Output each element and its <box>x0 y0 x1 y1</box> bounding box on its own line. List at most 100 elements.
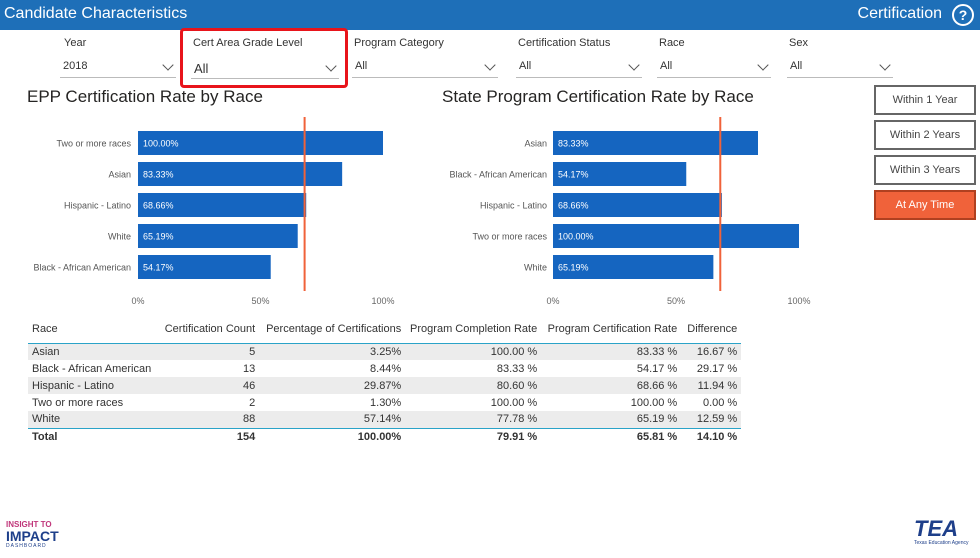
bar <box>553 162 687 186</box>
logo-line: DASHBOARD <box>6 543 47 549</box>
table-cell: 5 <box>249 345 256 358</box>
table-row: Two or more races 2 1.30% 100.00 % 100.00 % 0… <box>28 394 741 411</box>
table-cell: 29.87% <box>363 379 402 392</box>
bar-value-label: 54.17% <box>143 263 174 273</box>
certification-status-dropdown[interactable]: All <box>516 56 642 78</box>
filter-cert-area-label: Cert Area Grade Level <box>193 37 303 49</box>
tea-logo: TEA Texas Education Agency <box>914 518 974 548</box>
category-label: Two or more races <box>472 232 547 242</box>
table-cell: 88 <box>242 413 256 426</box>
insight-to-impact-logo: INSIGHT TO IMPACT DASHBOARD <box>6 520 66 549</box>
bar <box>553 193 722 217</box>
filter-year: Year 2018 <box>60 34 176 80</box>
race-dropdown[interactable]: All <box>657 56 771 78</box>
cert-area-value: All <box>194 61 209 76</box>
filter-year-label: Year <box>64 37 87 49</box>
table-cell: 83.33 % <box>636 345 678 358</box>
filter-race: Race All <box>657 34 771 80</box>
year-dropdown[interactable]: 2018 <box>60 56 176 78</box>
bar <box>553 224 799 248</box>
column-header[interactable]: Race <box>32 322 58 335</box>
bar <box>553 255 714 279</box>
header-bar: Candidate Characteristics Certification … <box>0 0 980 30</box>
epp-chart-title: EPP Certification Rate by Race <box>27 87 263 106</box>
table-row: Hispanic - Latino 46 29.87% 80.60 % 68.66 % 1… <box>28 377 742 394</box>
table-cell: White <box>32 413 61 426</box>
cert-area-dropdown[interactable]: All <box>191 57 339 79</box>
category-label: Asian <box>108 170 131 180</box>
within-2-years-button[interactable]: Within 2 Years <box>874 120 976 150</box>
category-label: Hispanic - Latino <box>480 201 547 211</box>
table-cell: 77.78 % <box>496 413 538 426</box>
bar <box>553 131 758 155</box>
table-cell: Asian <box>32 345 60 358</box>
epp-certification-rate-chart: Two or more races 100.00% Asian 83.33% Hispa… <box>33 117 395 306</box>
section-title: Certification <box>857 5 942 22</box>
table-cell: 83.33 % <box>496 362 538 375</box>
column-header[interactable]: Percentage of Certifications <box>266 322 402 335</box>
table-cell: 13 <box>242 362 256 375</box>
x-tick-label: 0% <box>546 296 559 306</box>
table-cell: 100.00 % <box>630 396 678 409</box>
bar-value-label: 65.19% <box>143 232 174 242</box>
table-cell: 100.00% <box>357 430 402 443</box>
state-program-certification-rate-chart: Asian 83.33% Black - African American 54.17… <box>449 117 811 306</box>
table-cell: 100.00 % <box>490 345 538 358</box>
table-cell: 80.60 % <box>496 379 538 392</box>
table-cell: 154 <box>236 430 256 443</box>
table-cell: 57.14% <box>363 413 402 426</box>
x-tick-label: 100% <box>371 296 394 306</box>
filter-cert-status-label: Certification Status <box>518 37 611 49</box>
bar-value-label: 68.66% <box>143 201 174 211</box>
column-header[interactable]: Program Completion Rate <box>410 322 538 335</box>
logo-line: Texas Education Agency <box>914 540 969 546</box>
within-3-years-button[interactable]: Within 3 Years <box>874 155 976 185</box>
bar <box>138 224 298 248</box>
table-cell: 14.10 % <box>696 430 738 443</box>
sex-dropdown[interactable]: All <box>787 56 893 78</box>
filter-cert-area-grade-level: Cert Area Grade Level All <box>180 28 348 88</box>
bar-value-label: 54.17% <box>558 170 589 180</box>
table-cell: Two or more races <box>32 396 124 409</box>
logo-line: INSIGHT TO <box>6 520 52 529</box>
table-header-row: Race Certification Count Percentage of C… <box>28 319 742 343</box>
table-cell: Black - African American <box>32 362 152 375</box>
x-tick-label: 50% <box>251 296 269 306</box>
charts-canvas: Two or more races 100.00% Asian 83.33% Hispa… <box>33 117 811 306</box>
filter-sex: Sex All <box>787 34 893 80</box>
table-row: Black - African American 13 8.44% 83.33 % 54… <box>28 360 741 377</box>
bar <box>138 162 343 186</box>
bar-value-label: 100.00% <box>558 232 594 242</box>
column-header[interactable]: Certification Count <box>164 322 256 335</box>
category-label: White <box>108 232 131 242</box>
bar-value-label: 83.33% <box>143 170 174 180</box>
bar-value-label: 68.66% <box>558 201 589 211</box>
program-category-dropdown[interactable]: All <box>352 56 498 78</box>
year-value: 2018 <box>63 60 88 72</box>
category-label: Black - African American <box>33 263 131 273</box>
logo-line: IMPACT <box>6 528 59 544</box>
race-data-table: Race Certification Count Percentage of C… <box>28 319 742 445</box>
bar <box>138 131 383 155</box>
at-any-time-button[interactable]: At Any Time <box>874 190 976 220</box>
x-tick-label: 100% <box>787 296 810 306</box>
filter-race-label: Race <box>659 37 685 49</box>
column-header[interactable]: Program Certification Rate <box>547 322 678 335</box>
table-cell: 0.00 % <box>702 396 738 409</box>
table-row: Asian 5 3.25% 100.00 % 83.33 % 16.67 % <box>28 343 742 360</box>
table-cell: 1.30% <box>370 396 402 409</box>
filter-program-category: Program Category All <box>352 34 498 80</box>
table-cell: 11.94 % <box>697 379 738 392</box>
column-header[interactable]: Difference <box>687 322 738 335</box>
table-cell: 79.91 % <box>496 430 538 443</box>
table-cell: 68.66 % <box>636 379 678 392</box>
x-tick-label: 50% <box>667 296 685 306</box>
race-value: All <box>660 60 673 72</box>
within-1-year-button[interactable]: Within 1 Year <box>874 85 976 115</box>
table-cell: 29.17 % <box>696 362 738 375</box>
logo-line: TEA <box>914 516 958 541</box>
table-cell: 2 <box>249 396 256 409</box>
help-icon[interactable]: ? <box>952 4 974 26</box>
bar-value-label: 65.19% <box>558 263 589 273</box>
table-cell: Total <box>32 430 58 443</box>
